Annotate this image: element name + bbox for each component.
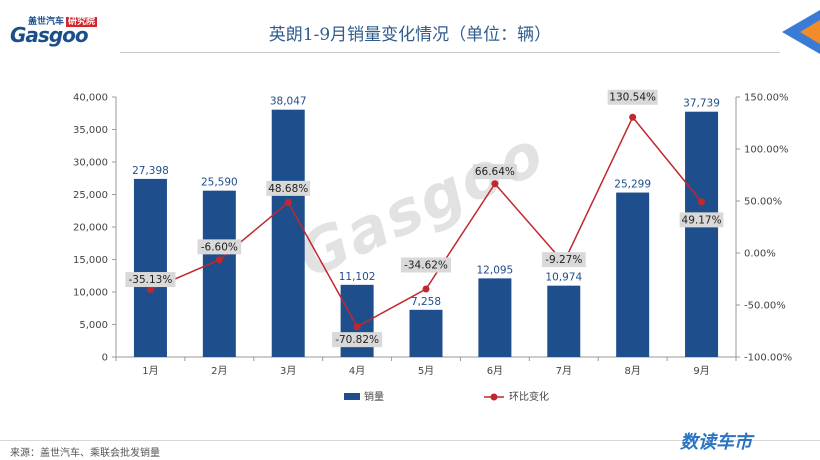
y-tick-label-left: 5,000 bbox=[79, 320, 108, 331]
legend-label-bar: 销量 bbox=[364, 390, 384, 403]
y-tick-label-left: 10,000 bbox=[73, 288, 108, 299]
y-tick-label-right: 150.00% bbox=[744, 93, 789, 104]
line-point bbox=[146, 286, 154, 294]
line-value-label: 130.54% bbox=[609, 92, 656, 104]
x-tick-label: 8月 bbox=[624, 365, 640, 377]
source-note: 来源：盖世汽车、乘联会批发销量 bbox=[10, 448, 160, 459]
corner-arrow-icon bbox=[782, 10, 820, 54]
brand-logo: 数读车市 bbox=[680, 432, 752, 453]
line-label-box bbox=[541, 252, 586, 268]
bar-value-label: 10,974 bbox=[545, 272, 582, 284]
line-label-box bbox=[472, 164, 517, 180]
y-tick-label-right: -50.00% bbox=[744, 301, 786, 312]
y-tick-label-right: 100.00% bbox=[744, 145, 789, 156]
x-tick-label: 2月 bbox=[211, 365, 227, 377]
bar bbox=[547, 285, 581, 357]
line-value-label: 48.68% bbox=[268, 183, 308, 195]
y-tick-label-right: -100.00% bbox=[744, 353, 792, 364]
bar bbox=[478, 278, 512, 357]
y-tick-label-left: 15,000 bbox=[73, 255, 108, 266]
logo-main-text: Gasgoo bbox=[10, 23, 89, 47]
y-tick-label-right: 50.00% bbox=[744, 197, 782, 208]
line-label-box bbox=[197, 239, 242, 255]
line-point bbox=[422, 285, 430, 293]
legend-swatch-point bbox=[490, 393, 498, 401]
y-tick-label-left: 20,000 bbox=[73, 223, 108, 234]
logo-tag-text: 研究院 bbox=[66, 17, 98, 27]
bar-value-label: 25,299 bbox=[614, 179, 651, 191]
y-tick-label-left: 30,000 bbox=[73, 158, 108, 169]
line-point bbox=[629, 113, 637, 121]
line-value-label: -9.27% bbox=[545, 254, 582, 266]
bar bbox=[271, 109, 305, 357]
bar-value-label: 12,095 bbox=[477, 264, 514, 276]
line-value-label: -70.82% bbox=[335, 334, 379, 346]
y-tick-label-left: 25,000 bbox=[73, 190, 108, 201]
gasgoo-logo: 盖世汽车 研究院 Gasgoo bbox=[6, 14, 116, 47]
line-value-label: -35.13% bbox=[129, 274, 173, 286]
legend-label-line: 环比变化 bbox=[509, 390, 549, 403]
line-point bbox=[215, 256, 223, 264]
footer-divider bbox=[0, 440, 820, 441]
x-tick-label: 4月 bbox=[349, 365, 365, 377]
line-point bbox=[698, 198, 706, 206]
x-tick-label: 1月 bbox=[142, 365, 158, 377]
line-label-box bbox=[400, 257, 452, 273]
bar-value-label: 37,739 bbox=[683, 98, 720, 110]
x-tick-label: 3月 bbox=[280, 365, 296, 377]
bar-value-label: 38,047 bbox=[270, 96, 307, 108]
line-point bbox=[491, 180, 499, 188]
y-tick-label-right: 0.00% bbox=[744, 249, 776, 260]
line-value-label: 49.17% bbox=[682, 214, 722, 226]
bar-value-label: 25,590 bbox=[201, 177, 238, 189]
bar-value-label: 11,102 bbox=[339, 271, 376, 283]
x-tick-label: 6月 bbox=[487, 365, 503, 377]
x-tick-label: 5月 bbox=[418, 365, 434, 377]
bar bbox=[133, 178, 167, 357]
line-value-label: -34.62% bbox=[404, 260, 448, 272]
line-value-label: 66.64% bbox=[475, 166, 515, 178]
line-label-box bbox=[607, 89, 658, 105]
y-tick-label-left: 0 bbox=[102, 353, 108, 364]
y-tick-label-left: 40,000 bbox=[73, 93, 108, 104]
line-label-box bbox=[679, 212, 724, 228]
bar-value-label: 27,398 bbox=[132, 165, 169, 177]
bar bbox=[616, 192, 650, 357]
line-point bbox=[284, 198, 292, 206]
line-point bbox=[353, 323, 361, 331]
chart-title: 英朗1-9月销量变化情况（单位：辆） bbox=[268, 25, 552, 45]
title-divider bbox=[120, 52, 780, 53]
x-tick-label: 7月 bbox=[556, 365, 572, 377]
bar-value-label: 7,258 bbox=[411, 296, 441, 308]
logo-top-text: 盖世汽车 bbox=[28, 17, 65, 27]
line-label-box bbox=[332, 332, 383, 348]
bar bbox=[409, 309, 443, 357]
bar bbox=[202, 190, 236, 357]
legend-swatch-bar bbox=[344, 393, 360, 400]
line-label-box bbox=[266, 180, 311, 196]
line-value-label: -6.60% bbox=[201, 241, 238, 253]
y-tick-label-left: 35,000 bbox=[73, 125, 108, 136]
line-label-box bbox=[125, 272, 176, 288]
x-tick-label: 9月 bbox=[693, 365, 709, 377]
bar bbox=[685, 111, 719, 357]
